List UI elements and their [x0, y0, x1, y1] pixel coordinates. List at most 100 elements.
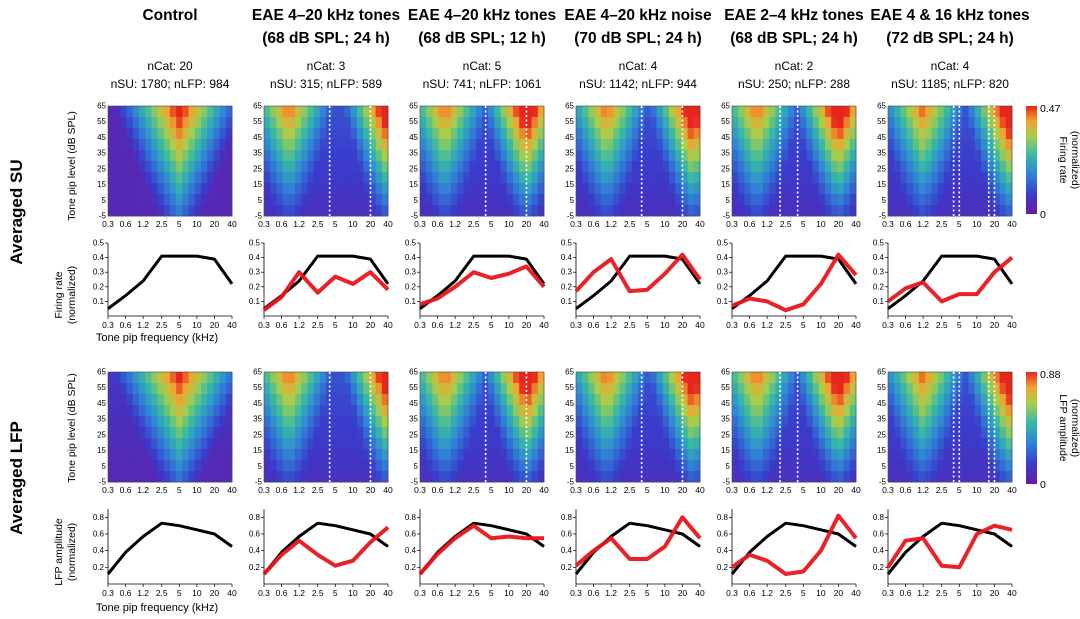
- heatmap-cell: [525, 427, 532, 439]
- heatmap-cell: [170, 106, 177, 118]
- x-tick-label: 10: [504, 320, 514, 330]
- heatmap-cell: [656, 139, 664, 151]
- heatmap-cell: [669, 427, 676, 439]
- heatmap-cell: [120, 106, 127, 118]
- x-tick-label: 40: [695, 320, 705, 330]
- heatmap-cell: [108, 183, 115, 195]
- heatmap-cell: [781, 150, 789, 162]
- heatmap-cell: [338, 372, 345, 384]
- heatmap-cell: [201, 383, 208, 395]
- heatmap-cell: [993, 150, 1000, 162]
- heatmap-cell: [769, 194, 776, 206]
- heatmap-cell: [594, 416, 602, 428]
- heatmap-cell: [738, 449, 745, 461]
- heatmap-x-tick: 40: [383, 485, 393, 495]
- heatmap-cell: [588, 405, 595, 417]
- heatmap-cell: [669, 172, 676, 184]
- heatmap-cell: [956, 194, 963, 206]
- heatmap-cell: [662, 172, 670, 184]
- heatmap-cell: [607, 416, 614, 428]
- heatmap-cell: [993, 383, 1000, 395]
- heatmap-cell: [732, 161, 739, 173]
- heatmap-cell: [525, 117, 532, 129]
- heatmap-cell: [444, 405, 452, 417]
- heatmap-cell: [264, 383, 271, 395]
- heatmap-cell: [157, 449, 165, 461]
- heatmap-cell: [769, 161, 776, 173]
- heatmap-cell: [837, 416, 844, 428]
- heatmap-cell: [950, 460, 957, 472]
- heatmap-cell: [600, 139, 608, 151]
- heatmap-cell: [301, 161, 308, 173]
- heatmap-cell: [432, 394, 439, 406]
- heatmap-x-tick: 1.2: [761, 219, 773, 229]
- heatmap-x-tick: 40: [1007, 219, 1017, 229]
- heatmap-cell: [188, 161, 196, 173]
- heatmap-cell: [170, 438, 177, 450]
- heatmap-cell: [825, 427, 832, 439]
- heatmap-cell: [769, 106, 776, 118]
- y-tick-label: 0.2: [249, 282, 261, 291]
- heatmap-cell: [806, 117, 813, 129]
- lineplot-lfp: 0.20.40.60.80.3 0.6 1.2 2.5 5 10 20 40: [561, 509, 705, 598]
- heatmap-cell: [756, 194, 764, 206]
- heatmap-y-tick: 45: [565, 133, 574, 142]
- heatmap-cell: [582, 416, 589, 428]
- heatmap-cell: [357, 372, 364, 384]
- heatmap-cell: [145, 394, 152, 406]
- heatmap-cell: [513, 150, 520, 162]
- heatmap-cell: [968, 183, 976, 195]
- heatmap-cell: [139, 416, 146, 428]
- heatmap-cell: [912, 128, 920, 140]
- heatmap-cell: [738, 405, 745, 417]
- static-layer: Averaged SU Averaged LFP Tone pip level …: [7, 103, 1080, 614]
- heatmap-cell: [818, 150, 826, 162]
- heatmap-cell: [619, 372, 626, 384]
- lineplot-su: 0.10.20.30.40.50.3 0.6 1.2 2.5 5 10 20 40: [249, 239, 393, 331]
- heatmap-cell: [912, 416, 920, 428]
- y-tick-label: 0.8: [561, 513, 573, 522]
- heatmap-cell: [962, 438, 969, 450]
- heatmap-cell: [831, 405, 838, 417]
- heatmap-cell: [176, 427, 183, 439]
- heatmap-cell: [656, 416, 664, 428]
- heatmap-cell: [650, 139, 657, 151]
- heatmap-cell: [307, 106, 314, 118]
- heatmap-cell: [906, 172, 914, 184]
- heatmap-cell: [993, 106, 1000, 118]
- heatmap-y-tick: 25: [97, 164, 106, 173]
- control-trace: [886, 521, 1013, 575]
- heatmap-cell: [750, 150, 758, 162]
- heatmap-cell: [787, 394, 795, 406]
- heatmap-cell: [363, 449, 370, 461]
- heatmap-cell: [588, 128, 595, 140]
- heatmap-cell: [357, 427, 364, 439]
- heatmap-cell: [818, 449, 826, 461]
- heatmap-x-tick: 40: [383, 219, 393, 229]
- y-tick-label: 0.4: [717, 546, 729, 555]
- heatmap-cell: [619, 194, 626, 206]
- y-tick-label: 0.5: [717, 239, 729, 248]
- heatmap-cell: [282, 438, 290, 450]
- lineplot-lfp: 0.20.40.60.80.3 0.6 1.2 2.5 5 10 20 40: [249, 509, 393, 598]
- heatmap-cell: [937, 471, 945, 483]
- heatmap-cell: [519, 117, 526, 129]
- heatmap-cell: [906, 150, 914, 162]
- heatmap-cell: [582, 106, 589, 118]
- heatmap-cell: [843, 427, 851, 439]
- heatmap-cell: [756, 394, 764, 406]
- heatmap-cell: [613, 139, 620, 151]
- heatmap-cell: [831, 161, 838, 173]
- heatmap-cell: [319, 394, 327, 406]
- heatmap-cell: [120, 128, 127, 140]
- heatmap-cell: [319, 372, 327, 384]
- heatmap-cell: [825, 128, 832, 140]
- heatmap-cell: [475, 139, 483, 151]
- heatmap-cell: [201, 183, 208, 195]
- heatmap-cell: [288, 383, 296, 395]
- heatmap-cell: [344, 161, 352, 173]
- heatmap-cell: [375, 427, 383, 439]
- lfp-line-y-label-1: LFP amplitude: [53, 518, 65, 586]
- heatmap-cell: [288, 172, 296, 184]
